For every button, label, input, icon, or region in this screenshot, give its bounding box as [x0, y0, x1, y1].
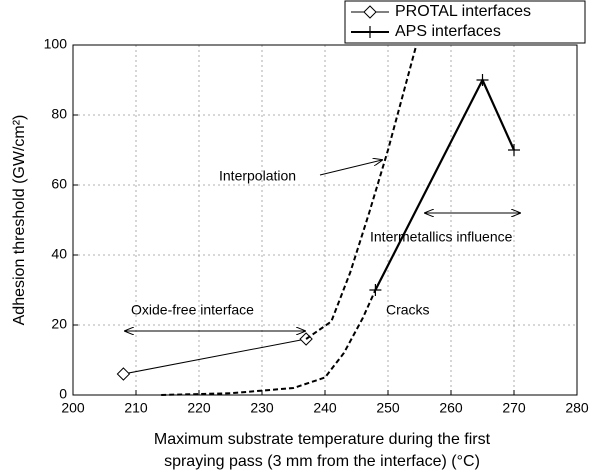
- x-tick-label: 200: [61, 400, 85, 416]
- y-tick-label: 20: [51, 316, 67, 332]
- y-tick-label: 60: [51, 176, 67, 192]
- x-tick-label: 220: [187, 400, 211, 416]
- series-line: [161, 289, 377, 396]
- series-line: [123, 338, 307, 375]
- y-tick-label: 100: [44, 36, 68, 52]
- x-tick-label: 210: [124, 400, 148, 416]
- x-axis-label: Maximum substrate temperature during the…: [154, 431, 491, 448]
- legend-marker: [364, 26, 376, 38]
- annotation: Interpolation: [219, 168, 296, 184]
- annotation-arrow: [319, 160, 382, 176]
- y-tick-label: 40: [51, 246, 67, 262]
- x-tick-label: 270: [502, 400, 526, 416]
- x-tick-label: 250: [376, 400, 400, 416]
- y-tick-label: 80: [51, 106, 67, 122]
- x-tick-label: 260: [439, 400, 463, 416]
- legend: PROTAL interfaces APS interfaces: [344, 0, 586, 44]
- x-tick-label: 230: [250, 400, 274, 416]
- legend-label: PROTAL interfaces: [395, 3, 531, 20]
- plot-frame: [72, 44, 578, 396]
- y-tick-label: 0: [59, 386, 67, 402]
- legend-box: [344, 0, 586, 44]
- series-line: [305, 44, 418, 340]
- y-axis-label: Adhesion threshold (GW/cm²): [11, 115, 28, 326]
- annotation: Cracks: [386, 302, 430, 318]
- annotation: Intermetallics influence: [370, 229, 513, 245]
- marker: [116, 367, 131, 381]
- annotation: Oxide-free interface: [131, 302, 254, 318]
- x-axis-label: spraying pass (3 mm from the interface) …: [164, 453, 480, 470]
- legend-marker: [363, 5, 377, 19]
- plot-area: 200 210 220 230 240 250 260 270 280 0 20 40 60 80 100: [44, 36, 589, 416]
- legend-label: APS interfaces: [395, 23, 501, 40]
- marker: [476, 74, 489, 86]
- x-tick-label: 280: [565, 400, 589, 416]
- x-tick-label: 240: [313, 400, 337, 416]
- marker: [508, 144, 520, 156]
